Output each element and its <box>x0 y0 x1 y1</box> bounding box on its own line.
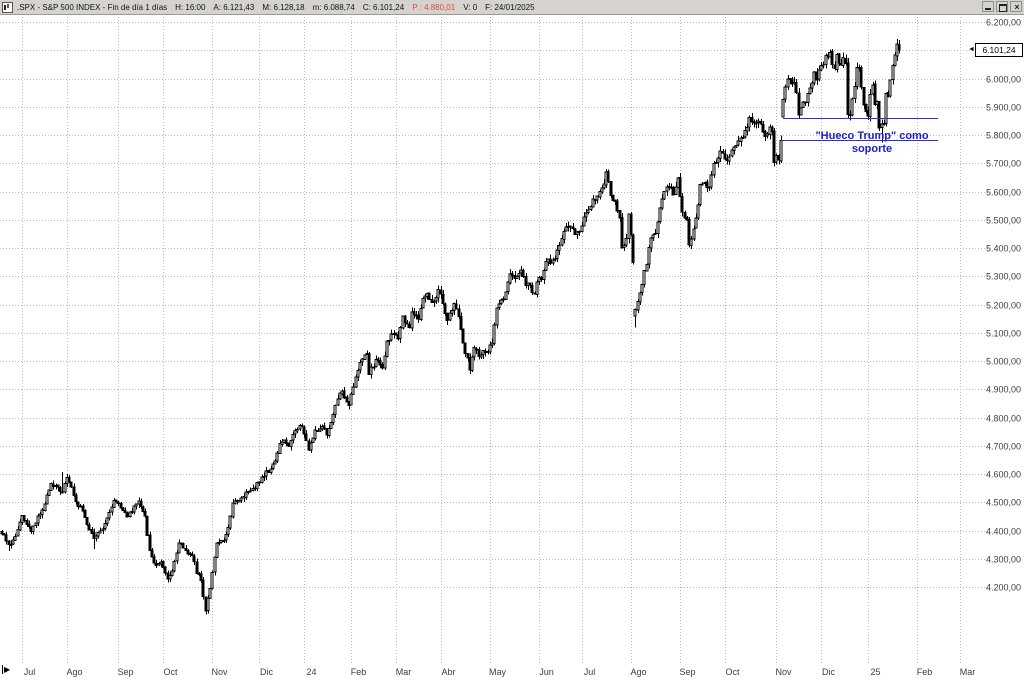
y-axis-labels: 6.200,006.100,006.000,005.900,005.800,00… <box>986 18 1021 593</box>
x-axis-labels: Jul Ago Sep Oct Nov Dic 24 Feb Mar Abr May Jun Jul Ag… <box>24 667 976 677</box>
gridlines <box>0 14 988 663</box>
title-field: M: 6.128,18 <box>262 2 305 12</box>
svg-text:Nov: Nov <box>775 667 792 677</box>
close-button[interactable]: × <box>1010 1 1022 12</box>
svg-text:25: 25 <box>870 667 880 677</box>
svg-text:4.900,00: 4.900,00 <box>986 385 1021 395</box>
svg-text:6.200,00: 6.200,00 <box>986 18 1021 28</box>
left-arrow-icon: ◄ <box>968 46 975 53</box>
svg-text:6.000,00: 6.000,00 <box>986 75 1021 85</box>
svg-text:4.200,00: 4.200,00 <box>986 583 1021 593</box>
svg-text:Jul: Jul <box>24 667 36 677</box>
last-price-marker: 6.101,24 <box>975 43 1023 57</box>
svg-text:Dic: Dic <box>822 667 835 677</box>
title-field: P : 4.880,01 <box>412 2 456 12</box>
svg-text:Oct: Oct <box>725 667 740 677</box>
svg-text:5.900,00: 5.900,00 <box>986 103 1021 113</box>
maximize-icon <box>999 4 1007 12</box>
annotation-line2: soporte <box>851 143 893 155</box>
candlesticks <box>0 39 901 615</box>
svg-text:5.000,00: 5.000,00 <box>986 357 1021 367</box>
scroll-right-arrow-icon[interactable]: ▶ <box>2 665 11 674</box>
svg-text:Dic: Dic <box>260 667 273 677</box>
svg-text:Mar: Mar <box>396 667 412 677</box>
maximize-button[interactable] <box>996 1 1008 12</box>
title-field: A: 6.121,43 <box>213 2 255 12</box>
svg-text:4.800,00: 4.800,00 <box>986 414 1021 424</box>
svg-text:5.400,00: 5.400,00 <box>986 244 1021 254</box>
title-field: F: 24/01/2025 <box>485 2 535 12</box>
svg-text:4.300,00: 4.300,00 <box>986 555 1021 565</box>
title-field: m: 6.088,74 <box>312 2 355 12</box>
svg-text:5.700,00: 5.700,00 <box>986 159 1021 169</box>
svg-text:Oct: Oct <box>163 667 178 677</box>
window-title-bar: .SPX - S&P 500 INDEX - Fin de día 1 días… <box>0 0 1024 15</box>
close-icon: × <box>1014 2 1020 12</box>
svg-text:Abr: Abr <box>441 667 455 677</box>
svg-text:Feb: Feb <box>351 667 367 677</box>
svg-text:May: May <box>489 667 507 677</box>
svg-text:Sep: Sep <box>117 667 133 677</box>
svg-text:5.200,00: 5.200,00 <box>986 301 1021 311</box>
chart-app-icon <box>2 1 13 13</box>
minimize-button[interactable] <box>982 1 994 12</box>
svg-text:Sep: Sep <box>679 667 695 677</box>
window-buttons: × <box>982 1 1022 12</box>
support-lines[interactable] <box>781 118 938 141</box>
svg-text:5.100,00: 5.100,00 <box>986 329 1021 339</box>
svg-text:5.800,00: 5.800,00 <box>986 131 1021 141</box>
svg-text:5.600,00: 5.600,00 <box>986 188 1021 198</box>
ohlc-field-strip: H: 16:00 A: 6.121,43 M: 6.128,18 m: 6.088,7… <box>175 3 542 12</box>
svg-text:4.400,00: 4.400,00 <box>986 527 1021 537</box>
svg-text:Ago: Ago <box>630 667 646 677</box>
title-field: V: 0 <box>463 2 478 12</box>
svg-text:24: 24 <box>306 667 316 677</box>
svg-text:Ago: Ago <box>66 667 82 677</box>
svg-text:5.500,00: 5.500,00 <box>986 216 1021 226</box>
svg-text:4.600,00: 4.600,00 <box>986 470 1021 480</box>
svg-text:5.300,00: 5.300,00 <box>986 272 1021 282</box>
svg-text:Jun: Jun <box>539 667 554 677</box>
title-field: H: 16:00 <box>175 2 206 12</box>
svg-text:Jul: Jul <box>584 667 596 677</box>
svg-text:4.700,00: 4.700,00 <box>986 442 1021 452</box>
instrument-title: .SPX - S&P 500 INDEX - Fin de día 1 días <box>17 2 168 12</box>
annotation-line1: "Hueco Trump" como <box>815 130 929 142</box>
svg-text:4.500,00: 4.500,00 <box>986 498 1021 508</box>
svg-text:Mar: Mar <box>960 667 976 677</box>
minimize-icon <box>985 8 991 10</box>
title-field: C: 6.101,24 <box>362 2 405 12</box>
svg-text:Feb: Feb <box>917 667 933 677</box>
gap-support-annotation[interactable]: "Hueco Trump" como soporte <box>802 130 942 156</box>
svg-text:Nov: Nov <box>211 667 228 677</box>
